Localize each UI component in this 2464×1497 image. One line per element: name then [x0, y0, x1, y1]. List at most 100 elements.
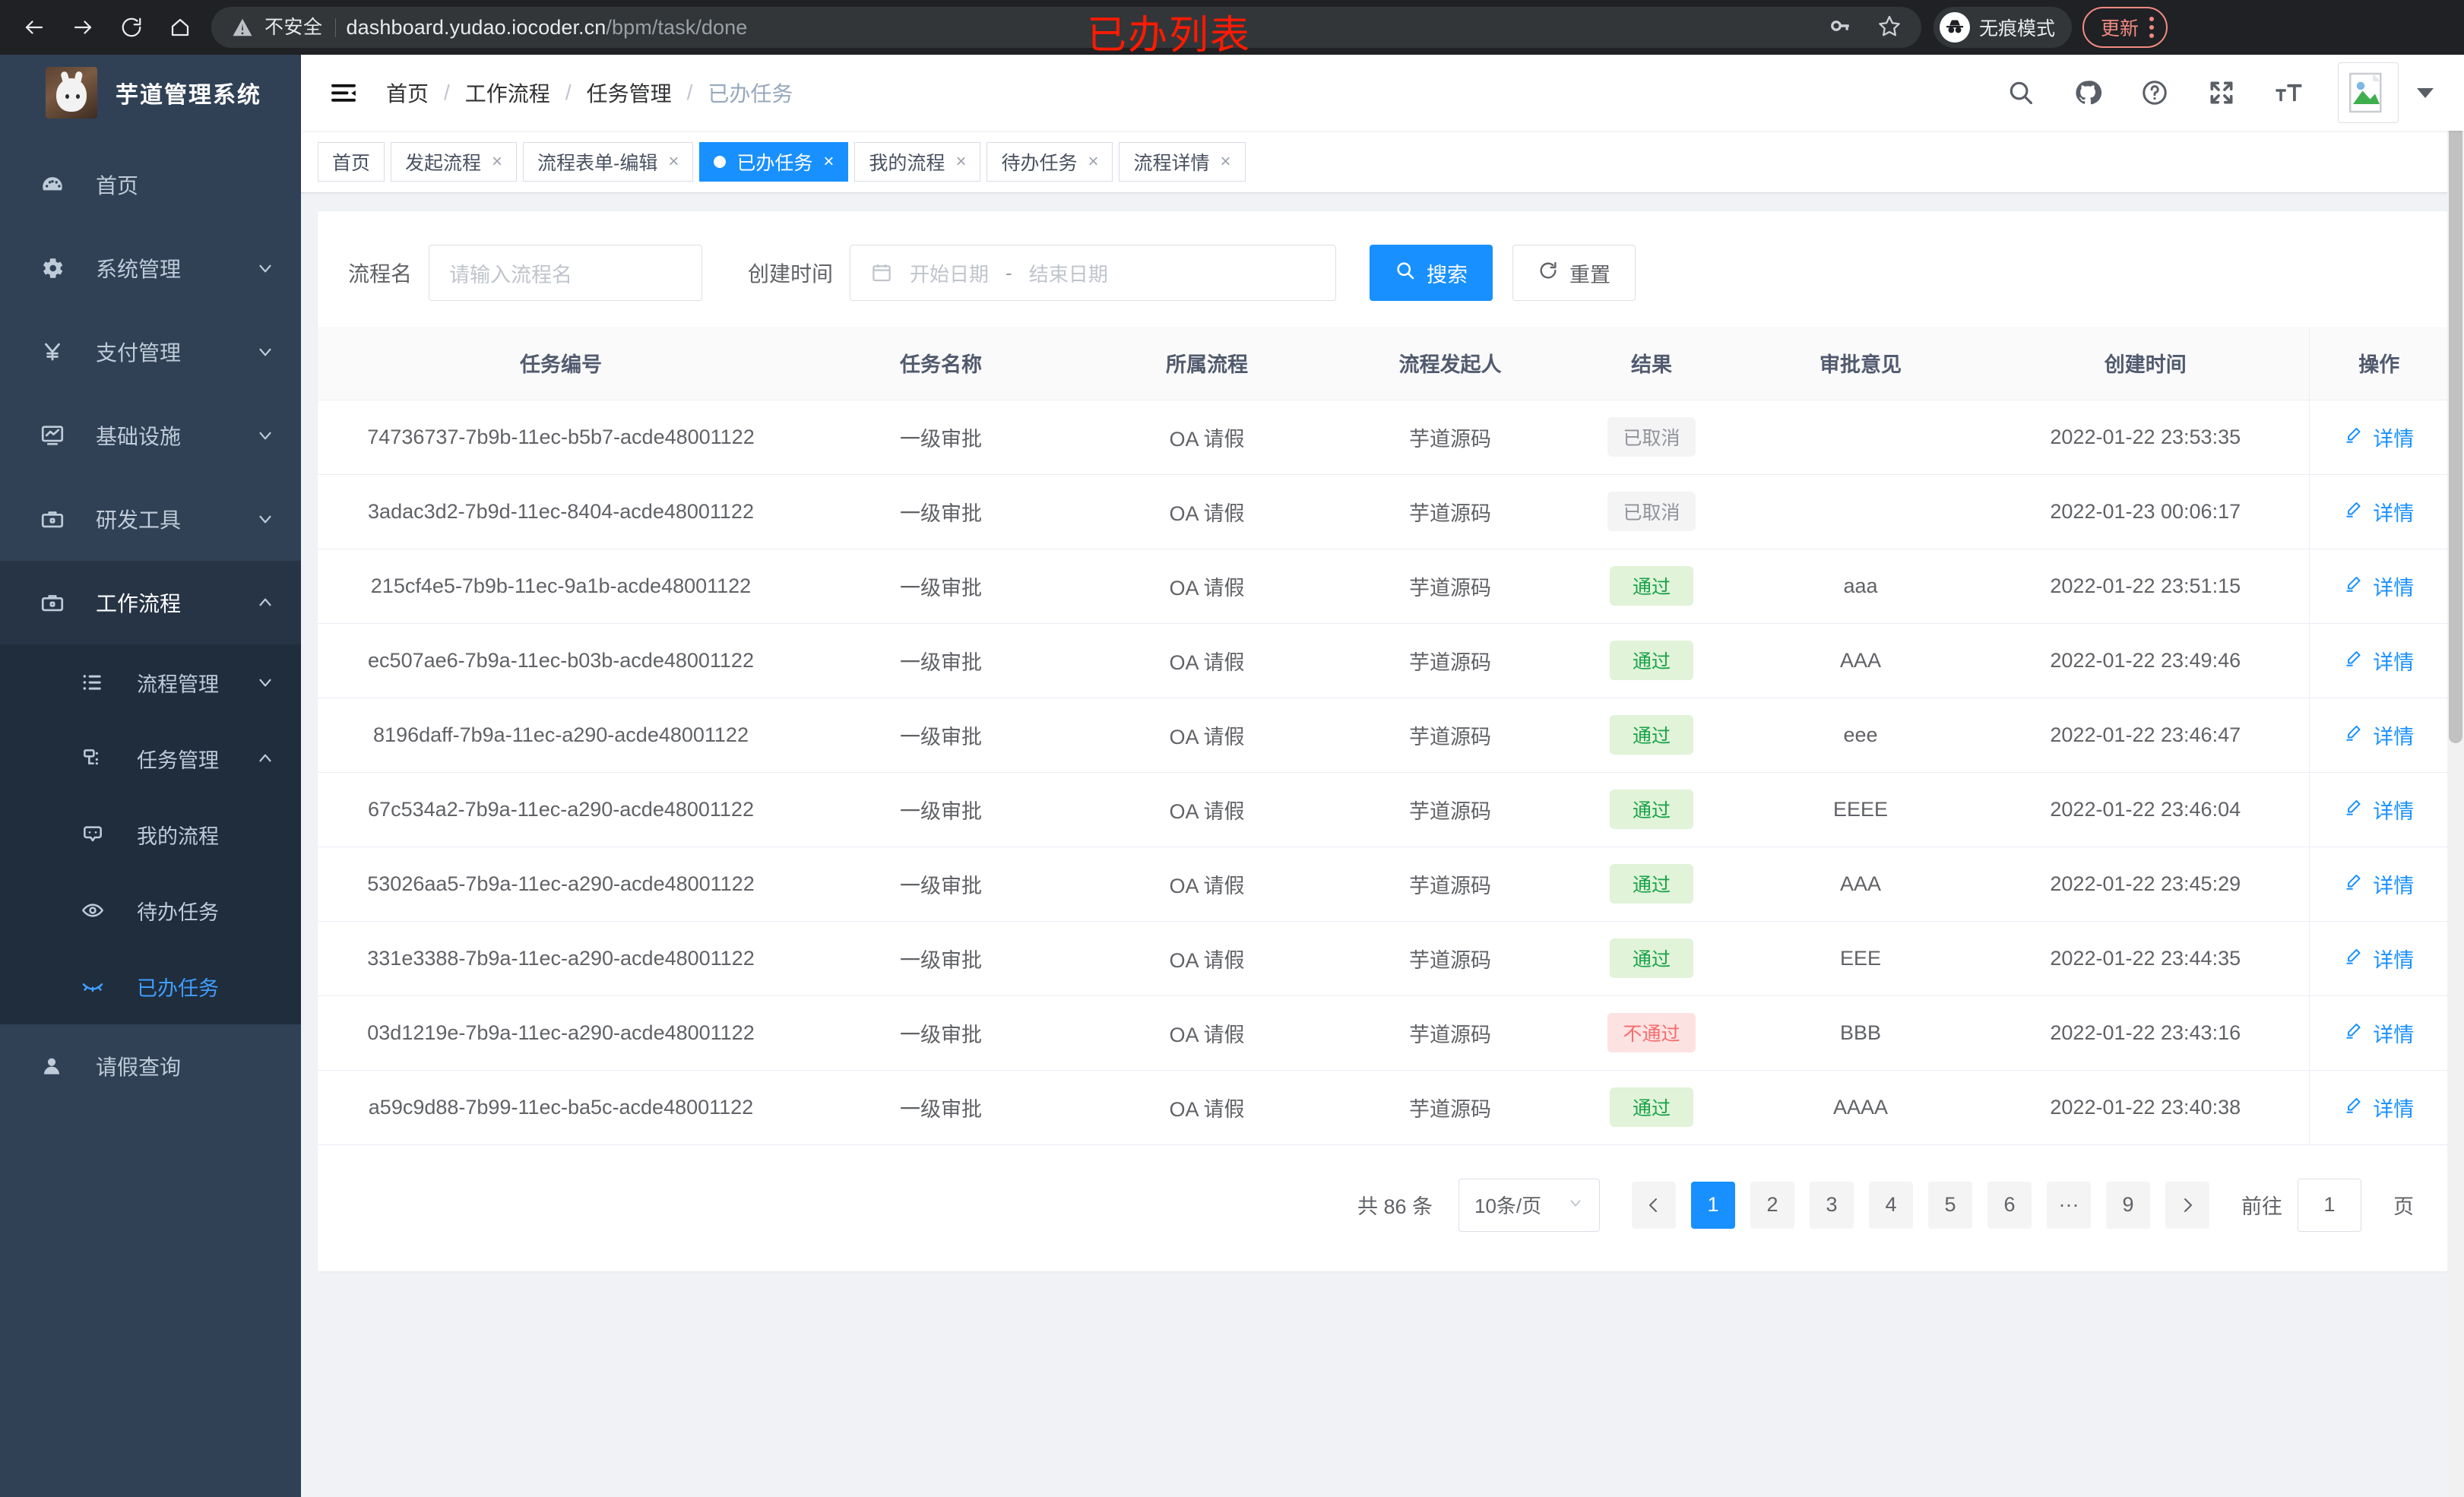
update-button[interactable]: 更新: [2082, 7, 2168, 48]
sidebar-item-task-mgmt[interactable]: 任务管理: [0, 720, 301, 796]
detail-button[interactable]: 详情: [2344, 1093, 2414, 1122]
key-icon[interactable]: [1829, 14, 1851, 41]
chevron-down-icon: [255, 673, 275, 692]
sidebar-item-home[interactable]: 首页: [0, 143, 301, 226]
page-ellipsis[interactable]: ···: [2047, 1181, 2091, 1229]
forward-button[interactable]: [62, 7, 103, 48]
close-icon[interactable]: ×: [1088, 150, 1099, 172]
page-button-4[interactable]: 4: [1869, 1181, 1913, 1229]
cell-result: 通过: [1564, 549, 1739, 624]
avatar[interactable]: [2338, 62, 2399, 123]
refresh-icon: [1538, 260, 1559, 286]
cell-created: 2022-01-22 23:49:46: [1982, 623, 2309, 698]
detail-button[interactable]: 详情: [2344, 423, 2414, 452]
tab-start-process[interactable]: 发起流程 ×: [391, 141, 518, 182]
create-time-range-picker[interactable]: 开始日期 - 结束日期: [850, 245, 1337, 301]
home-button[interactable]: [160, 7, 201, 48]
sidebar-item-done-task[interactable]: 已办任务: [0, 948, 301, 1024]
tab-process-form-edit[interactable]: 流程表单-编辑 ×: [523, 141, 694, 182]
status-badge: 已取消: [1607, 492, 1696, 531]
cell-operation: 详情: [2308, 1070, 2449, 1145]
tab-todo-task[interactable]: 待办任务 ×: [987, 141, 1113, 182]
pagination-total: 共 86 条: [1357, 1195, 1433, 1218]
cell-opinion: AAAA: [1739, 1070, 1982, 1145]
process-name-input[interactable]: 请输入流程名: [429, 245, 703, 301]
sidebar-item-system[interactable]: 系统管理: [0, 226, 301, 310]
sidebar-item-devtools[interactable]: 研发工具: [0, 477, 301, 561]
tab-home[interactable]: 首页: [318, 141, 385, 182]
sidebar-item-payment[interactable]: 支付管理: [0, 310, 301, 394]
edit-pencil-icon: [2344, 648, 2364, 673]
breadcrumb-item[interactable]: 工作流程: [464, 82, 550, 106]
cell-task-name: 一级审批: [804, 847, 1078, 922]
cell-opinion: eee: [1739, 698, 1982, 773]
fullscreen-icon[interactable]: [2204, 75, 2239, 110]
reset-button[interactable]: 重置: [1512, 245, 1636, 301]
table-row: 331e3388-7b9a-11ec-a290-acde48001122 一级审批…: [318, 921, 2449, 996]
tab-my-process[interactable]: 我的流程 ×: [854, 141, 981, 182]
close-icon[interactable]: ×: [955, 150, 967, 172]
edit-pencil-icon: [2344, 499, 2364, 524]
page-button-9[interactable]: 9: [2106, 1181, 2150, 1229]
cell-initiator: 芋道源码: [1336, 995, 1564, 1071]
font-size-icon[interactable]: [2271, 75, 2306, 110]
detail-button[interactable]: 详情: [2344, 720, 2414, 750]
breadcrumb-item[interactable]: 首页: [386, 82, 429, 106]
close-icon[interactable]: ×: [823, 150, 835, 172]
next-page-button[interactable]: [2165, 1181, 2209, 1229]
reload-button[interactable]: [111, 7, 152, 48]
help-circle-icon[interactable]: [2137, 75, 2172, 110]
page-size-select[interactable]: 10条/页: [1458, 1178, 1600, 1232]
sidebar-item-label: 请假查询: [96, 1055, 182, 1079]
tab-done-task[interactable]: 已办任务 ×: [699, 141, 849, 182]
user-icon: [40, 1054, 79, 1078]
page-button-1[interactable]: 1: [1691, 1181, 1735, 1229]
incognito-icon: [1940, 12, 1970, 43]
back-button[interactable]: [14, 7, 55, 48]
detail-button[interactable]: 详情: [2344, 795, 2414, 824]
cell-created: 2022-01-23 00:06:17: [1982, 474, 2309, 549]
close-icon[interactable]: ×: [492, 150, 503, 172]
breadcrumb-item[interactable]: 任务管理: [586, 82, 672, 106]
detail-label: 详情: [2373, 725, 2415, 748]
cell-task-id: ec507ae6-7b9a-11ec-b03b-acde48001122: [318, 623, 804, 698]
search-icon[interactable]: [2003, 75, 2038, 110]
detail-label: 详情: [2373, 502, 2415, 525]
sidebar-item-process-mgmt[interactable]: 流程管理: [0, 644, 301, 720]
sidebar-item-todo-task[interactable]: 待办任务: [0, 872, 301, 948]
detail-button[interactable]: 详情: [2344, 571, 2414, 601]
page-scrollbar-thumb[interactable]: [2449, 59, 2462, 743]
page-button-6[interactable]: 6: [1987, 1181, 2032, 1229]
incognito-indicator[interactable]: 无痕模式: [1934, 7, 2073, 48]
detail-button[interactable]: 详情: [2344, 646, 2414, 676]
detail-button[interactable]: 详情: [2344, 1018, 2414, 1048]
detail-button[interactable]: 详情: [2344, 944, 2414, 973]
close-icon[interactable]: ×: [668, 150, 679, 172]
tab-label: 流程详情: [1133, 152, 1210, 174]
star-icon[interactable]: [1877, 14, 1902, 42]
github-icon[interactable]: [2070, 75, 2105, 110]
address-bar[interactable]: 不安全 dashboard.yudao.iocoder.cn/bpm/task/…: [211, 7, 1921, 48]
cell-initiator: 芋道源码: [1336, 623, 1564, 698]
sidebar-item-workflow[interactable]: 工作流程: [0, 561, 301, 644]
page-button-2[interactable]: 2: [1750, 1181, 1794, 1229]
close-icon[interactable]: ×: [1220, 150, 1231, 172]
goto-page-input[interactable]: 1: [2298, 1178, 2361, 1232]
search-button[interactable]: 搜索: [1370, 245, 1493, 301]
cell-task-id: 331e3388-7b9a-11ec-a290-acde48001122: [318, 921, 804, 996]
sidebar-item-label: 工作流程: [96, 592, 182, 616]
page-button-5[interactable]: 5: [1928, 1181, 1972, 1229]
chevron-down-icon[interactable]: [2417, 87, 2434, 98]
detail-button[interactable]: 详情: [2344, 869, 2414, 899]
page-size-value: 10条/页: [1474, 1195, 1542, 1217]
page-button-3[interactable]: 3: [1810, 1181, 1854, 1229]
sidebar-item-my-process[interactable]: 我的流程: [0, 796, 301, 872]
detail-button[interactable]: 详情: [2344, 497, 2414, 527]
sidebar-item-leave-query[interactable]: 请假查询: [0, 1024, 301, 1108]
sidebar-item-infrastructure[interactable]: 基础设施: [0, 394, 301, 477]
kebab-menu-icon[interactable]: [2149, 17, 2155, 38]
hamburger-icon[interactable]: [327, 76, 360, 109]
brand[interactable]: 芋道管理系统: [0, 55, 301, 131]
tab-process-detail[interactable]: 流程详情 ×: [1119, 141, 1246, 182]
prev-page-button[interactable]: [1632, 1181, 1676, 1229]
